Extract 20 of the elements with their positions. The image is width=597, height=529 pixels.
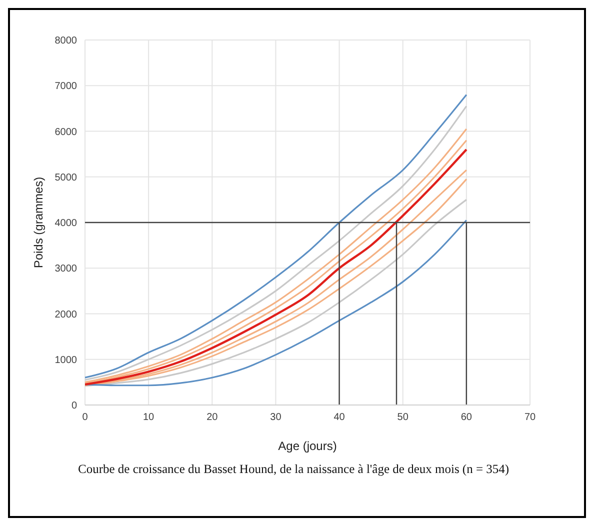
x-tick-label: 40 <box>334 412 346 424</box>
x-tick-label: 10 <box>143 412 155 424</box>
x-tick-label: 0 <box>82 412 88 424</box>
x-tick-label: 50 <box>397 412 409 424</box>
y-tick-label: 4000 <box>54 218 78 230</box>
y-tick-label: 0 <box>71 400 78 412</box>
y-tick-label: 2000 <box>54 309 78 320</box>
y-tick-label: 3000 <box>54 264 78 275</box>
x-tick-label: 70 <box>524 412 536 424</box>
y-tick-label: 7000 <box>54 81 78 92</box>
x-tick-label: 30 <box>270 412 282 424</box>
x-tick-label: 20 <box>206 412 218 424</box>
y-tick-label: 6000 <box>54 126 78 138</box>
x-tick-label: 60 <box>460 412 472 424</box>
y-tick-label: 1000 <box>54 354 78 366</box>
y-tick-label: 8000 <box>54 36 78 47</box>
x-axis-title: Age (jours) <box>278 439 337 453</box>
text: Courbe de croissance du Basset Hound, de la naissance à l'âge de deux mois (n = 354) <box>77 462 510 477</box>
y-tick-label: 5000 <box>54 172 78 184</box>
y-axis-title: Poids (grammes) <box>31 176 46 268</box>
